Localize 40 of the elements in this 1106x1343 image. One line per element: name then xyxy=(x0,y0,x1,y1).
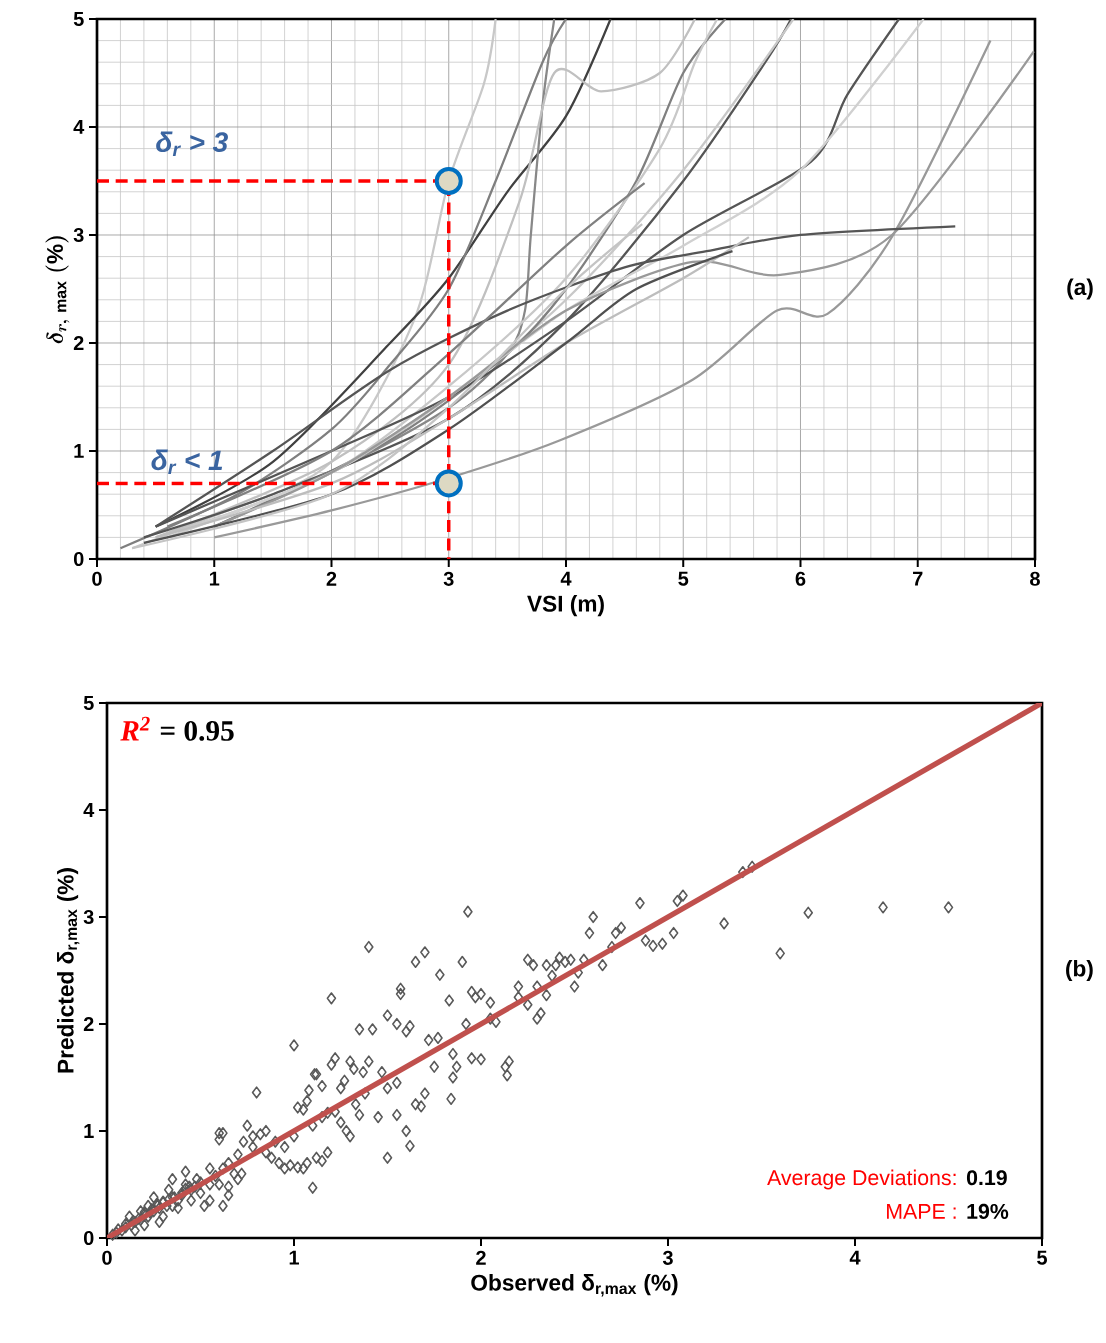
x-tick-label: 4 xyxy=(849,1250,861,1265)
y-tick-label: 0 xyxy=(83,1230,94,1246)
x-tick-label: 3 xyxy=(662,1250,673,1265)
annotation: δ$_{r}$ < 1 xyxy=(151,449,223,475)
y-tick-label: 5 xyxy=(73,12,84,26)
annotation: 0.19 xyxy=(966,1170,1007,1186)
x-axis-title: VSI (m) xyxy=(527,595,604,617)
x-tick-label: 2 xyxy=(326,571,337,586)
y-tick-label: 4 xyxy=(83,803,95,817)
x-tick-label: 1 xyxy=(209,571,220,586)
x-axis-title: Observed δ$_{r,max}$ (%) xyxy=(471,1274,678,1297)
x-tick-label: 7 xyxy=(913,571,923,586)
annotation: R$^{2}$ xyxy=(120,716,150,741)
y-tick-label: 1 xyxy=(74,444,84,458)
x-tick-label: 2 xyxy=(476,1250,486,1265)
annotation: Average Deviations: xyxy=(767,1169,956,1190)
y-axis-title: Predicted δ$_{r,max}$ (%) xyxy=(57,868,80,1073)
text: (a) xyxy=(1067,278,1093,300)
x-tick-label: 6 xyxy=(795,571,806,586)
y-tick-label: 5 xyxy=(83,696,94,710)
x-tick-label: 8 xyxy=(1030,571,1040,586)
y-tick-label: 2 xyxy=(83,1017,94,1031)
annotation: δ$_{r}$ > 3 xyxy=(156,131,228,156)
annotation: = 0.95 xyxy=(160,720,234,741)
annotation: MAPE : xyxy=(887,1204,956,1219)
y-axis-title: $\delta_{r,\ \mathrm{max}}\ (\%)$ xyxy=(45,236,70,344)
x-tick-label: 1 xyxy=(289,1250,299,1265)
x-tick-label: 3 xyxy=(443,571,454,586)
y-tick-label: 1 xyxy=(84,1124,94,1138)
y-tick-label: 4 xyxy=(73,120,85,134)
y-tick-label: 3 xyxy=(73,227,84,243)
x-tick-label: 0 xyxy=(102,1250,112,1265)
text: (b) xyxy=(1066,959,1093,982)
y-tick-label: 2 xyxy=(73,336,84,350)
x-tick-label: 5 xyxy=(678,571,689,586)
y-tick-label: 3 xyxy=(83,909,94,925)
x-tick-label: 4 xyxy=(560,571,572,586)
x-tick-label: 5 xyxy=(1037,1250,1047,1265)
annotation: 19% xyxy=(967,1203,1009,1219)
y-tick-label: 0 xyxy=(73,551,84,567)
